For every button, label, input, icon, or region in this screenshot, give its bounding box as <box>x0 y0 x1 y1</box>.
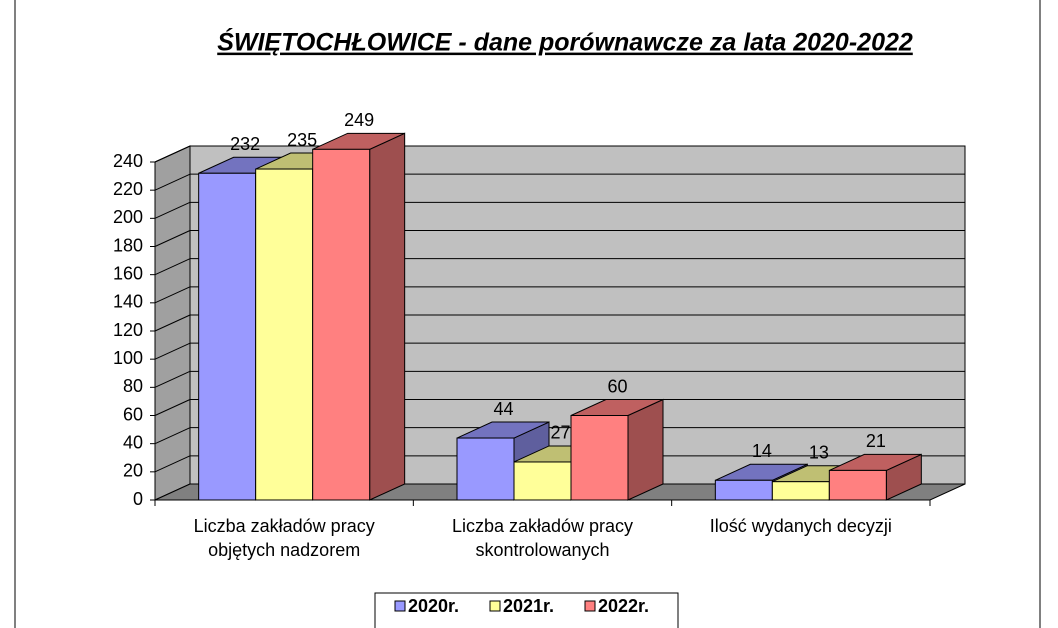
y-tick-label: 180 <box>113 235 143 255</box>
y-tick-label: 200 <box>113 207 143 227</box>
y-tick-label: 220 <box>113 179 143 199</box>
grid-line <box>154 399 191 416</box>
grid-line <box>154 314 191 332</box>
legend-swatch <box>489 600 501 612</box>
y-tick-label: 120 <box>113 320 143 340</box>
value-label: 27 <box>550 423 570 443</box>
value-label: 60 <box>607 376 627 396</box>
y-tick-label: 80 <box>123 376 143 396</box>
legend-swatch <box>584 600 596 612</box>
y-tick-label: 160 <box>113 263 143 283</box>
grid-line <box>154 230 191 247</box>
bar-front <box>513 461 572 501</box>
legend-box <box>374 592 679 628</box>
chart-title: ŚWIĘTOCHŁOWICE - dane porównawcze za lat… <box>217 28 913 57</box>
legend-label: 2021r. <box>503 596 554 616</box>
bar-side <box>369 132 406 501</box>
bar <box>570 398 664 501</box>
y-tick-label: 40 <box>123 432 143 452</box>
value-label: 235 <box>287 130 317 150</box>
grid-line <box>154 286 191 304</box>
y-tick-label: 100 <box>113 348 143 368</box>
bar-front <box>714 479 773 501</box>
bar-side <box>627 398 664 501</box>
value-label: 232 <box>230 134 260 154</box>
grid-line <box>154 427 191 445</box>
value-label: 13 <box>809 442 829 462</box>
value-label: 14 <box>752 441 772 461</box>
y-tick-label: 60 <box>123 404 143 424</box>
bar-front <box>570 415 629 501</box>
y-tick-label: 20 <box>123 461 143 481</box>
x-tick-label: Liczba zakładów pracy skontrolowanych <box>451 516 634 560</box>
value-label: 249 <box>344 110 374 130</box>
bar-front <box>198 172 257 501</box>
x-tick-label: Ilość wydanych decyzji <box>709 516 892 536</box>
bar-front <box>771 481 830 501</box>
value-label: 44 <box>493 399 513 419</box>
bar-front <box>456 437 515 501</box>
x-tick-label: Liczba zakładów pracy objętych nadzorem <box>193 516 375 560</box>
bar <box>312 132 406 501</box>
y-tick-label: 240 <box>113 151 143 171</box>
bar <box>828 453 922 501</box>
legend-label: 2020r. <box>408 596 459 616</box>
bar-front <box>828 469 887 501</box>
bar-front <box>255 168 314 501</box>
legend-swatch <box>394 600 406 612</box>
grid-line <box>154 455 191 473</box>
legend-label: 2022r. <box>598 596 649 616</box>
grid-line <box>154 370 191 388</box>
grid-line <box>154 145 191 163</box>
grid-line <box>154 258 191 276</box>
grid-line <box>154 201 191 219</box>
y-tick-label: 140 <box>113 292 143 312</box>
y-tick-label: 0 <box>133 489 143 509</box>
grid-line <box>154 342 191 360</box>
value-label: 21 <box>866 431 886 451</box>
grid-line <box>154 173 191 191</box>
bar-front <box>312 148 371 501</box>
